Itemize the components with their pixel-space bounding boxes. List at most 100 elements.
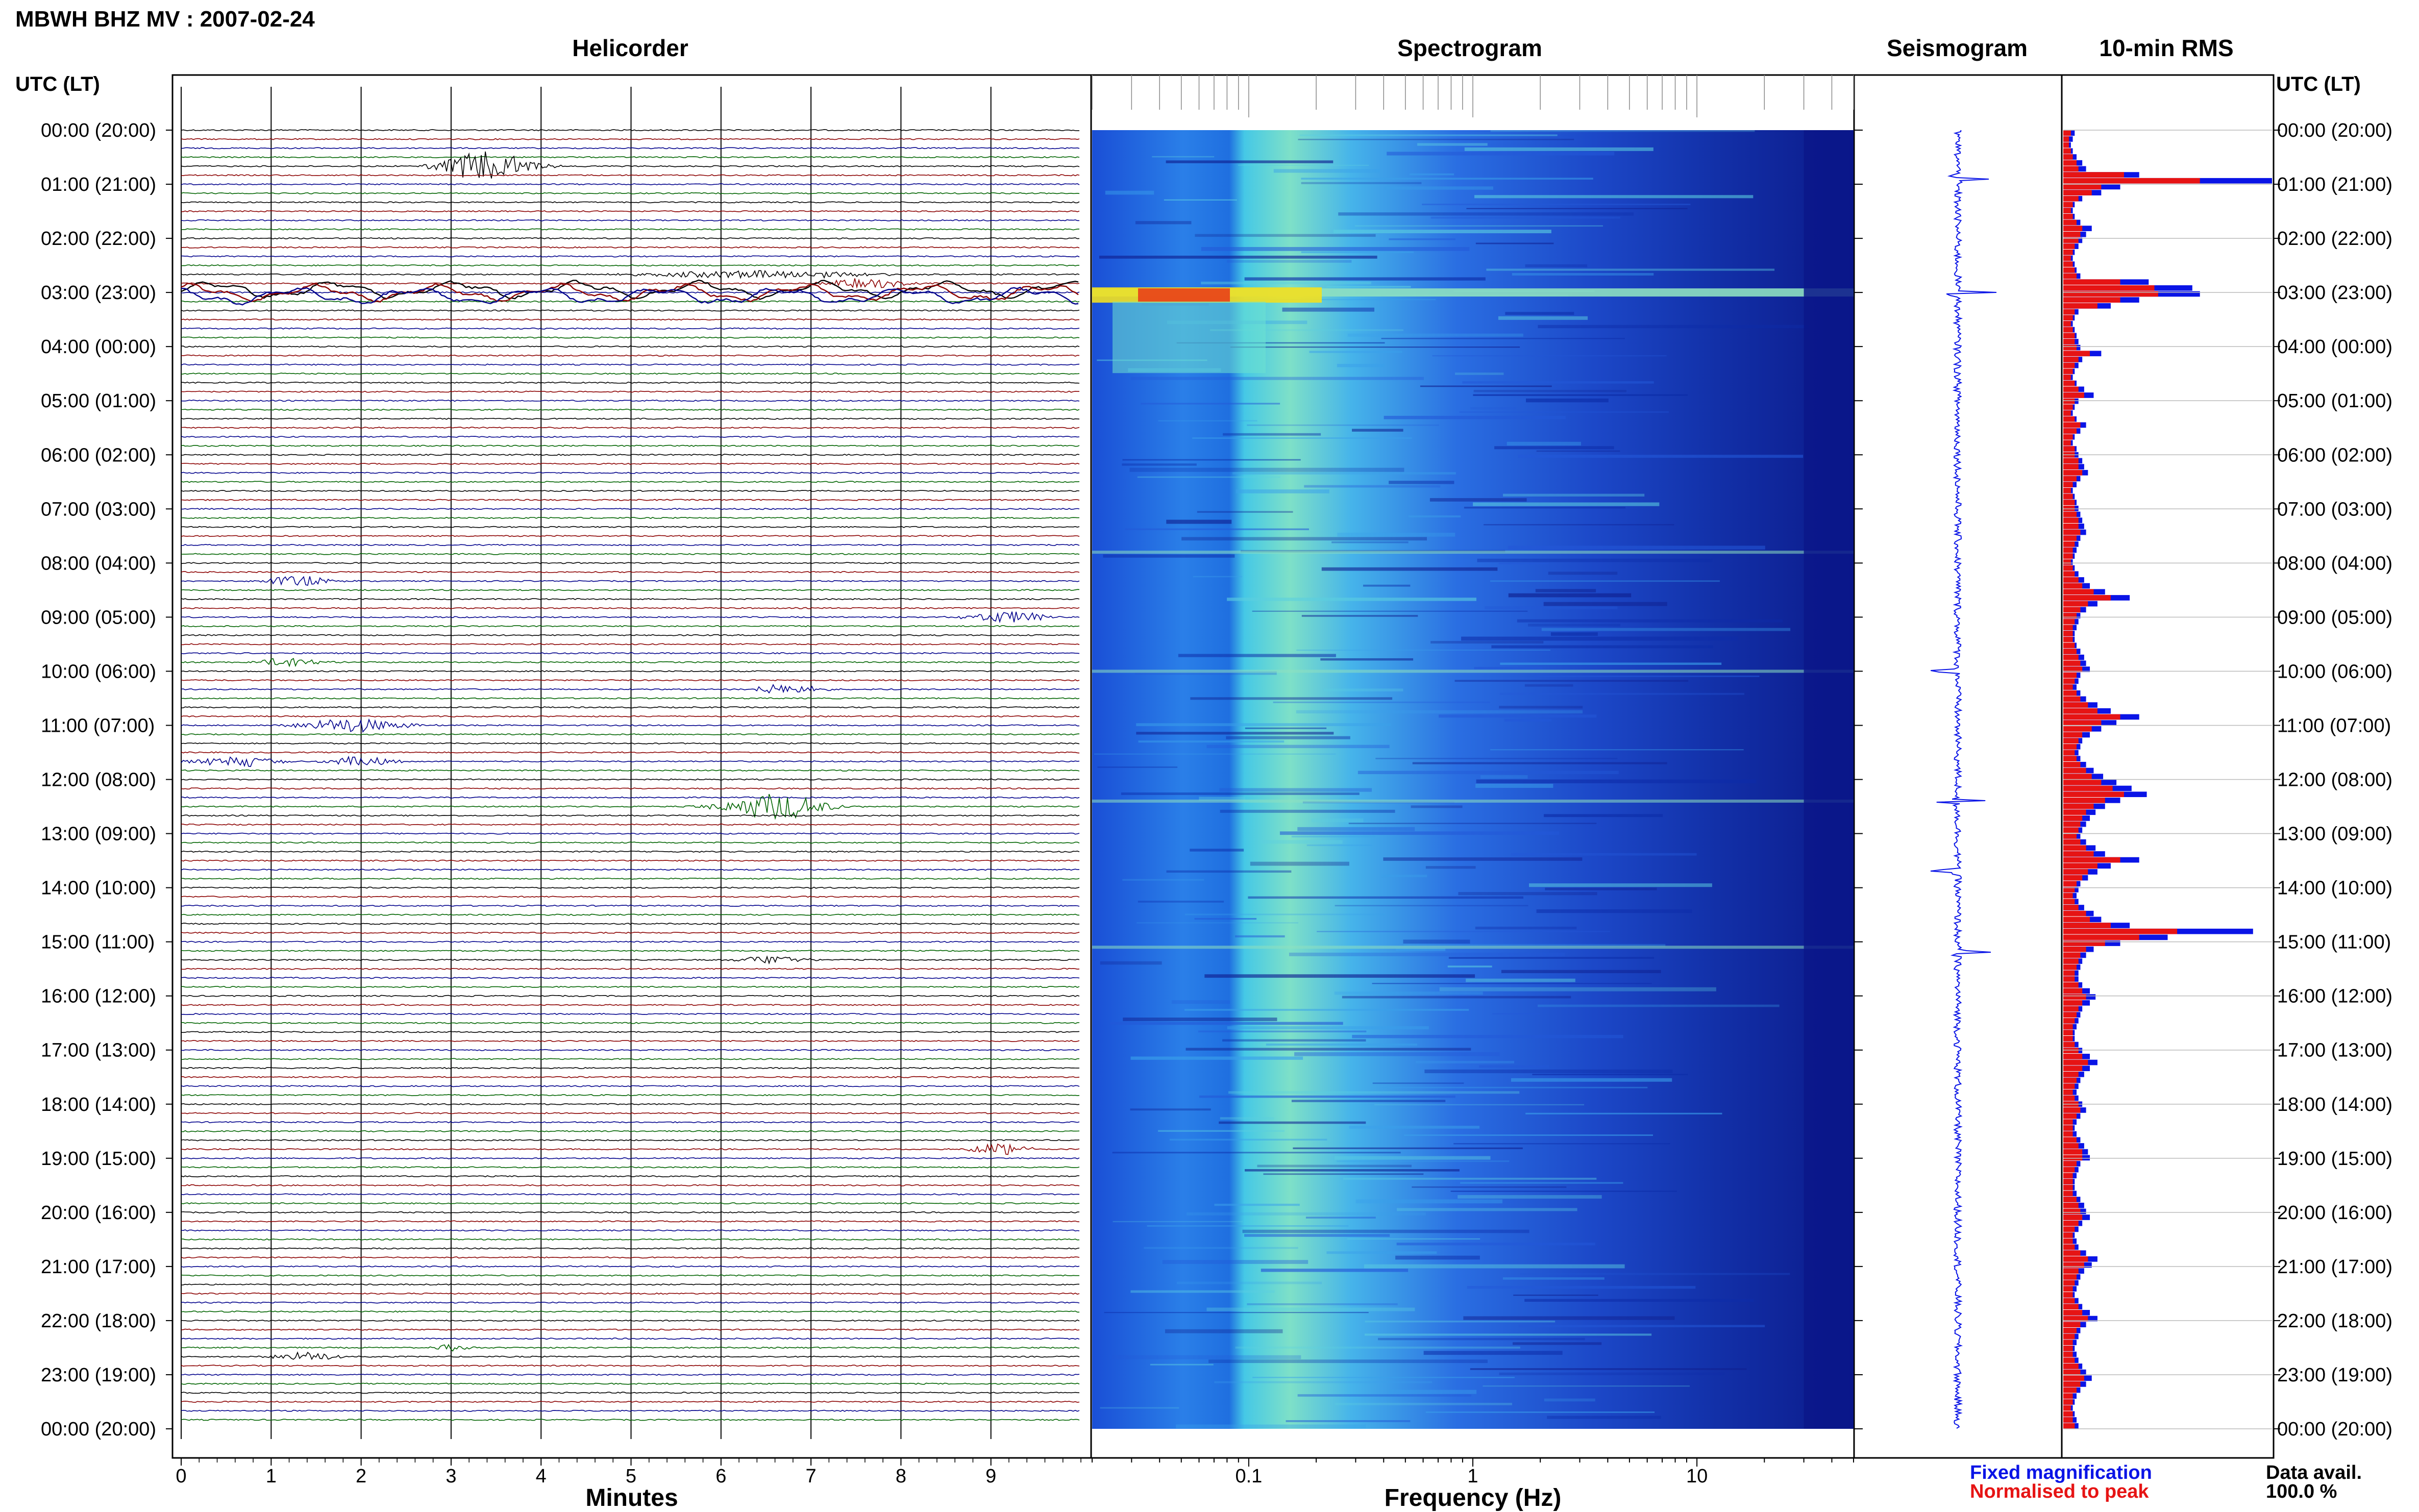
time-tick-label-left: 13:00 (09:00)	[41, 824, 156, 845]
rms-bar-normalised	[2063, 899, 2075, 905]
helicorder-trace	[181, 923, 1080, 925]
spectrogram-stripe	[1193, 576, 1243, 578]
rms-bar-normalised	[2063, 916, 2090, 923]
spectrogram-stripe	[1513, 1295, 1598, 1296]
spectrogram-stripe	[1337, 364, 1385, 367]
spectrogram-tail	[1113, 302, 1266, 374]
helicorder-trace	[181, 955, 1080, 965]
rms-bar-normalised	[2063, 422, 2081, 428]
spectrogram-stripe	[1485, 606, 1618, 609]
spectrogram-stripe	[1518, 455, 1804, 458]
spectrogram-stripe	[1097, 766, 1178, 768]
helicorder-trace	[181, 508, 1080, 510]
spectrogram-stripe	[1323, 688, 1403, 691]
helicorder-trace	[181, 769, 1080, 772]
helicorder-trace	[181, 1382, 1080, 1385]
spectrogram-stripe	[1184, 913, 1385, 915]
spectrogram-stripe	[1355, 1199, 1503, 1204]
spectrogram-stripe	[1338, 212, 1634, 216]
rms-bar-normalised	[2063, 1226, 2075, 1232]
spectrogram-stripe	[1439, 987, 1716, 992]
rms-bar-normalised	[2063, 1244, 2075, 1250]
helicorder-trace	[181, 751, 1080, 754]
rms-bar-normalised	[2063, 1095, 2075, 1101]
spectrogram-stripe	[1425, 1411, 1655, 1413]
time-tick-label-right: 22:00 (18:00)	[2277, 1310, 2392, 1332]
rms-bar-normalised	[2063, 1274, 2077, 1280]
spectrogram-stripe	[1454, 680, 1689, 682]
spectrogram-stripe	[1309, 351, 1402, 353]
spectrogram-stripe	[1226, 260, 1352, 263]
rms-bar-normalised	[2063, 1316, 2088, 1322]
helicorder-trace	[181, 877, 1080, 880]
helicorder-trace	[181, 255, 1080, 258]
time-tick-label-right: 11:00 (07:00)	[2277, 715, 2391, 736]
spectrogram-stripe	[1511, 1078, 1672, 1082]
spectrogram-stripe	[1206, 1307, 1415, 1311]
rms-bar-normalised	[2063, 678, 2075, 684]
spectrogram-stripe	[1192, 437, 1412, 439]
helicorder-trace	[181, 1344, 1080, 1352]
seismogram-plot	[1930, 130, 1997, 1429]
spectrogram-stripe	[1412, 1186, 1567, 1188]
spectrogram-stripe	[1420, 385, 1552, 387]
spectrogram-stripe	[1198, 1030, 1367, 1033]
time-tick-label-left: 05:00 (01:00)	[41, 390, 156, 412]
rms-bar-normalised	[2063, 1393, 2073, 1399]
spectrogram-stripe	[1461, 636, 1739, 641]
spectrogram-stripe	[1175, 1424, 1366, 1429]
rms-bar-normalised	[2063, 458, 2079, 464]
rms-bar-normalised	[2063, 1286, 2073, 1292]
rms-bar-normalised	[2063, 1268, 2079, 1274]
rms-bar-normalised	[2063, 1077, 2077, 1083]
rms-bar-normalised	[2063, 172, 2124, 178]
rms-bar-normalised	[2063, 505, 2075, 511]
spectrogram-stripe	[1389, 238, 1455, 240]
rms-bar-normalised	[2063, 1179, 2073, 1184]
spectrogram-stripe	[1186, 1212, 1426, 1216]
helicorder-trace	[181, 553, 1080, 555]
helicorder-trace	[181, 913, 1080, 916]
spectrogram-stripe	[1137, 476, 1280, 478]
rms-bar-normalised	[2063, 1202, 2079, 1208]
rms-bar-normalised	[2063, 285, 2155, 291]
rms-bar-normalised	[2063, 446, 2075, 452]
rms-bar-normalised	[2063, 767, 2086, 774]
spectrogram-stripe	[1158, 420, 1257, 422]
spectrogram-stripe	[1352, 1035, 1623, 1038]
spectrogram-stripe	[1473, 502, 1660, 506]
spectrogram-stripe	[1476, 779, 1757, 783]
helicorder-trace	[181, 489, 1080, 492]
spectrogram-stripe	[1384, 186, 1493, 190]
helicorder-trace	[181, 1256, 1080, 1259]
rms-bar-normalised	[2063, 428, 2077, 434]
spectrogram-stripe	[1227, 598, 1476, 601]
spectrogram-stripe	[1166, 870, 1292, 873]
rms-bar-normalised	[2063, 1184, 2073, 1191]
helicorder-longperiod-trace	[181, 283, 1079, 303]
rms-bar-normalised	[2063, 1238, 2073, 1244]
spectrogram-stripe	[1381, 338, 1625, 339]
spectrogram-stripe	[1222, 1039, 1366, 1042]
spectrogram-stripe	[1177, 1281, 1322, 1284]
time-tick-label-right: 16:00 (12:00)	[2277, 986, 2392, 1007]
spectrogram-stripe	[1112, 1152, 1401, 1154]
rms-bar-normalised	[2063, 1054, 2083, 1059]
spectrogram-stripe	[1378, 1337, 1585, 1341]
spectrogram-stripe	[1257, 1164, 1412, 1168]
spectrogram-stripe	[1336, 1160, 1510, 1162]
helicorder-x-tick-label: 0	[176, 1466, 186, 1487]
rms-bar-normalised	[2063, 351, 2090, 357]
spectrogram-stripe	[1219, 788, 1372, 792]
spectrogram-stripe	[1545, 887, 1657, 890]
helicorder-trace	[181, 841, 1080, 844]
rms-bar-normalised	[2063, 1107, 2081, 1113]
time-tick-label-right: 09:00 (05:00)	[2277, 607, 2392, 628]
spectrogram-plot	[1092, 130, 1854, 1429]
spectrogram-stripe	[1220, 809, 1395, 813]
helicorder-trace	[181, 219, 1079, 221]
rms-bar-normalised	[2063, 750, 2075, 756]
spectrogram-stripe	[1147, 1225, 1349, 1227]
time-tick-label-left: 06:00 (02:00)	[41, 444, 156, 466]
time-tick-label-left: 07:00 (03:00)	[41, 499, 156, 520]
